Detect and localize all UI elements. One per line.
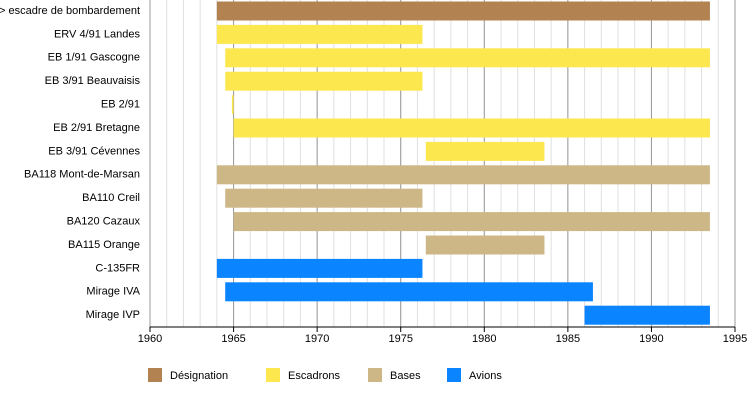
- x-tick-label: 1965: [221, 333, 245, 345]
- bar: [584, 305, 710, 325]
- x-tick-label: 1995: [723, 333, 747, 345]
- legend-swatch: [368, 368, 382, 382]
- legend-swatch: [266, 368, 280, 382]
- row-label: EB 3/91 Beauvaisis: [45, 75, 141, 87]
- row-label: EB 1/91 Gascogne: [48, 52, 140, 64]
- bar: [231, 95, 234, 115]
- bar: [216, 165, 710, 185]
- row-label: EB 2/91 Bretagne: [53, 122, 140, 134]
- bar: [425, 235, 545, 255]
- row-label: Mirage IVP: [86, 309, 140, 321]
- row-label: EB 3/91 Cévennes: [48, 145, 140, 157]
- row-label: BA110 Creil: [82, 192, 140, 204]
- legend-swatch: [148, 368, 162, 382]
- legend-swatch: [447, 368, 461, 382]
- legend-label: Désignation: [170, 370, 228, 382]
- bar: [225, 188, 423, 208]
- row-label: ERV 4/91 Landes: [54, 28, 141, 40]
- x-tick-label: 1960: [138, 333, 162, 345]
- row-label: C-135FR: [95, 262, 140, 274]
- row-label: EB 2/91: [101, 99, 140, 111]
- bar: [425, 141, 545, 161]
- bar: [216, 24, 423, 44]
- bar: [216, 1, 710, 21]
- legend-label: Escadrons: [288, 370, 340, 382]
- bar: [225, 282, 593, 302]
- bar: [233, 118, 710, 138]
- row-label: BA118 Mont-de-Marsan: [24, 169, 140, 181]
- x-tick-label: 1985: [556, 333, 580, 345]
- row-label: BA115 Orange: [68, 239, 140, 251]
- bar: [216, 258, 423, 278]
- x-tick-label: 1975: [388, 333, 412, 345]
- row-label: Mirage IVA: [86, 286, 140, 298]
- bar: [233, 212, 710, 232]
- legend-label: Avions: [469, 370, 502, 382]
- legend-label: Bases: [390, 370, 421, 382]
- row-label: BA120 Cazaux: [67, 216, 141, 228]
- x-tick-label: 1990: [639, 333, 663, 345]
- x-tick-label: 1970: [305, 333, 329, 345]
- bar: [225, 71, 423, 91]
- bar: [225, 48, 710, 68]
- x-tick-label: 1980: [472, 333, 496, 345]
- row-label: br> escadre de bombardement: [0, 5, 140, 17]
